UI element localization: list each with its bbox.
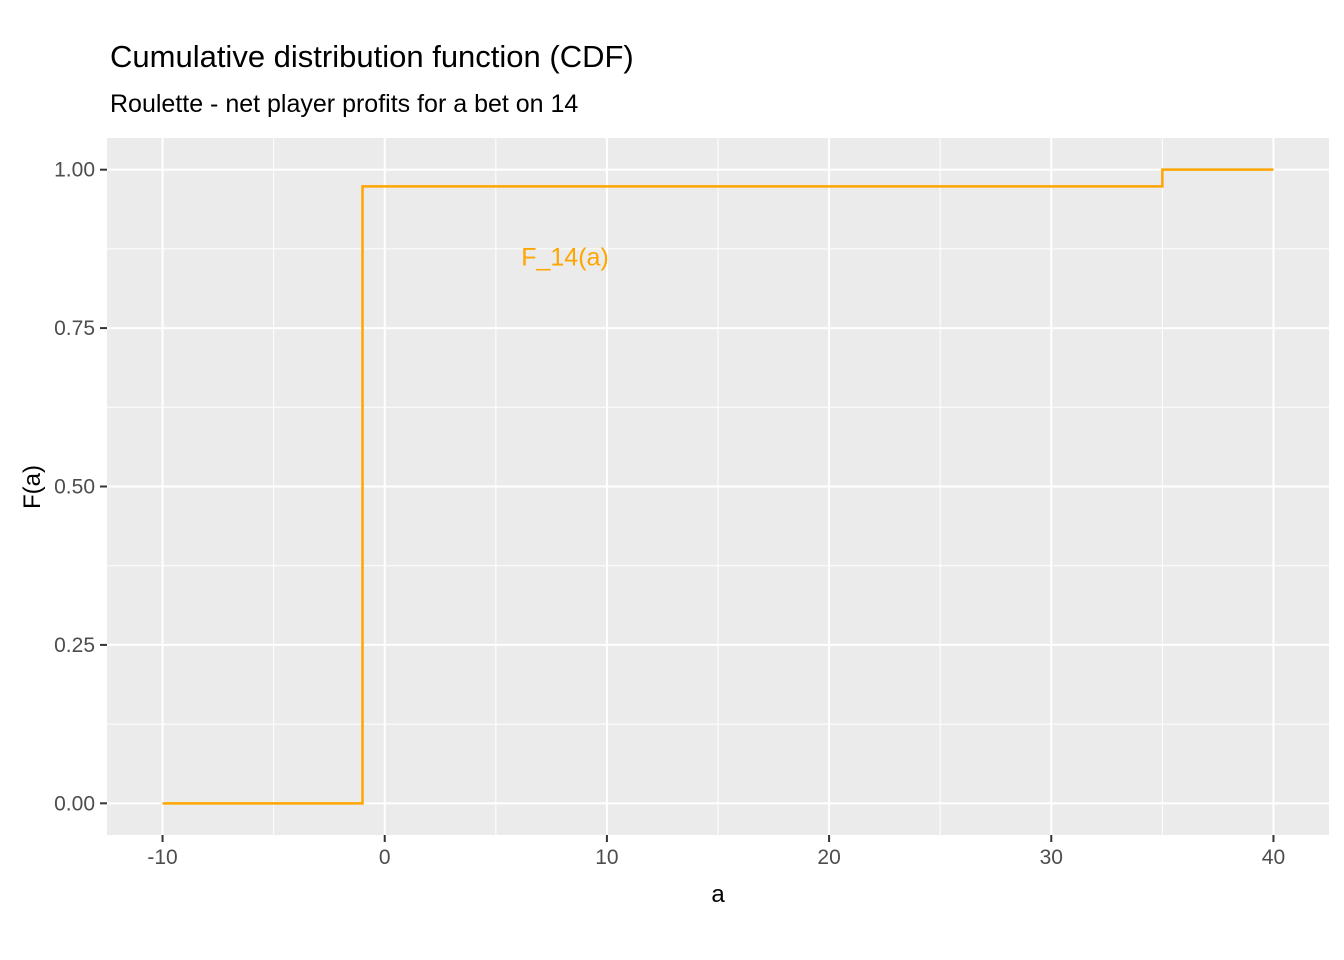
plot-subtitle: Roulette - net player profits for a bet … bbox=[110, 90, 579, 118]
y-axis-title: F(a) bbox=[19, 465, 46, 509]
y-tick-label: 0.50 bbox=[54, 476, 95, 499]
x-axis-title: a bbox=[711, 881, 725, 908]
y-tick-label: 0.75 bbox=[54, 317, 95, 340]
plot-title: Cumulative distribution function (CDF) bbox=[110, 39, 634, 74]
x-tick-label: 40 bbox=[1262, 846, 1285, 869]
cdf-step-line bbox=[162, 168, 1274, 805]
y-tick-label: 0.00 bbox=[54, 792, 95, 815]
y-tick-label: 0.25 bbox=[54, 634, 95, 657]
x-tick-label: 30 bbox=[1040, 846, 1063, 869]
series-label: F_14(a) bbox=[521, 243, 609, 272]
y-tick-label: 1.00 bbox=[54, 159, 95, 182]
x-tick-label: 20 bbox=[817, 846, 840, 869]
x-tick-label: -10 bbox=[147, 846, 177, 869]
x-tick-label: 10 bbox=[595, 846, 618, 869]
x-tick-label: 0 bbox=[379, 846, 391, 869]
